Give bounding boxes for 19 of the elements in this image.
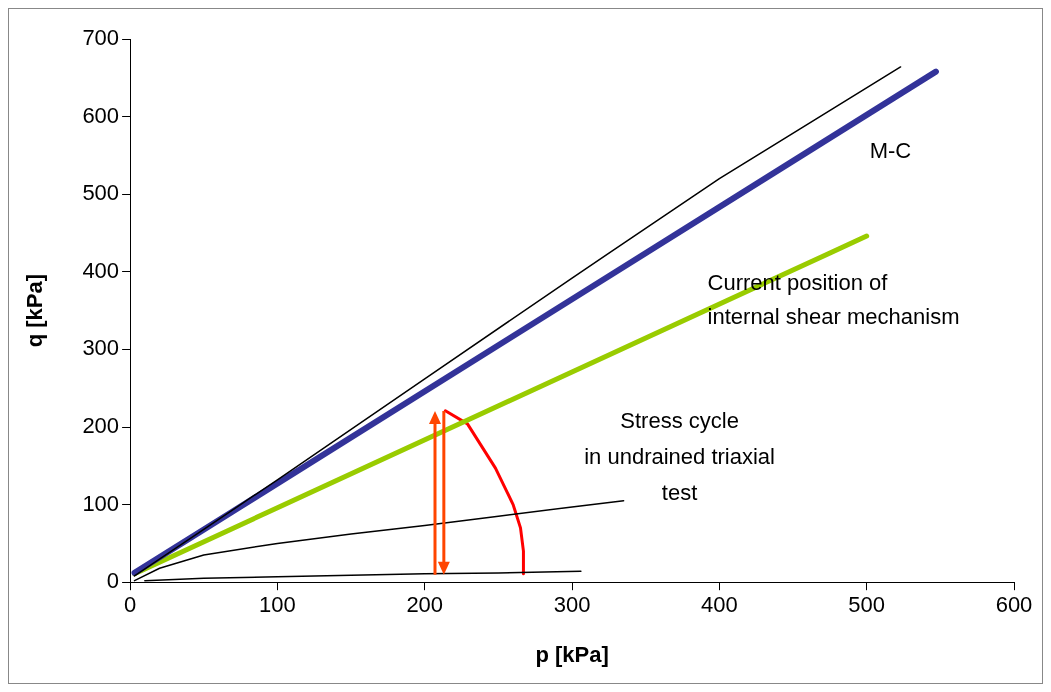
x-axis-title: p [kPa] bbox=[535, 641, 609, 667]
y-tick-label: 300 bbox=[82, 335, 120, 361]
x-tick-label: 0 bbox=[123, 592, 137, 618]
x-tick-label: 500 bbox=[848, 592, 886, 618]
annotation: Stress cycle in undrained triaxial test bbox=[584, 408, 775, 506]
y-axis-title: q [kPa] bbox=[22, 273, 48, 348]
annotation: M-C bbox=[869, 137, 912, 163]
y-tick-label: 100 bbox=[82, 490, 120, 516]
y-tick-label: 700 bbox=[82, 25, 120, 51]
x-tick-label: 400 bbox=[701, 592, 738, 618]
y-tick-label: 200 bbox=[82, 413, 120, 439]
y-tick-label: 0 bbox=[106, 568, 120, 594]
x-tick-label: 600 bbox=[995, 592, 1033, 618]
x-tick-label: 100 bbox=[259, 592, 296, 618]
x-tick-label: 200 bbox=[406, 592, 444, 618]
y-tick-label: 400 bbox=[82, 257, 120, 283]
x-tick-label: 300 bbox=[553, 592, 591, 618]
y-tick-label: 500 bbox=[82, 180, 120, 206]
y-tick-label: 600 bbox=[82, 102, 120, 128]
